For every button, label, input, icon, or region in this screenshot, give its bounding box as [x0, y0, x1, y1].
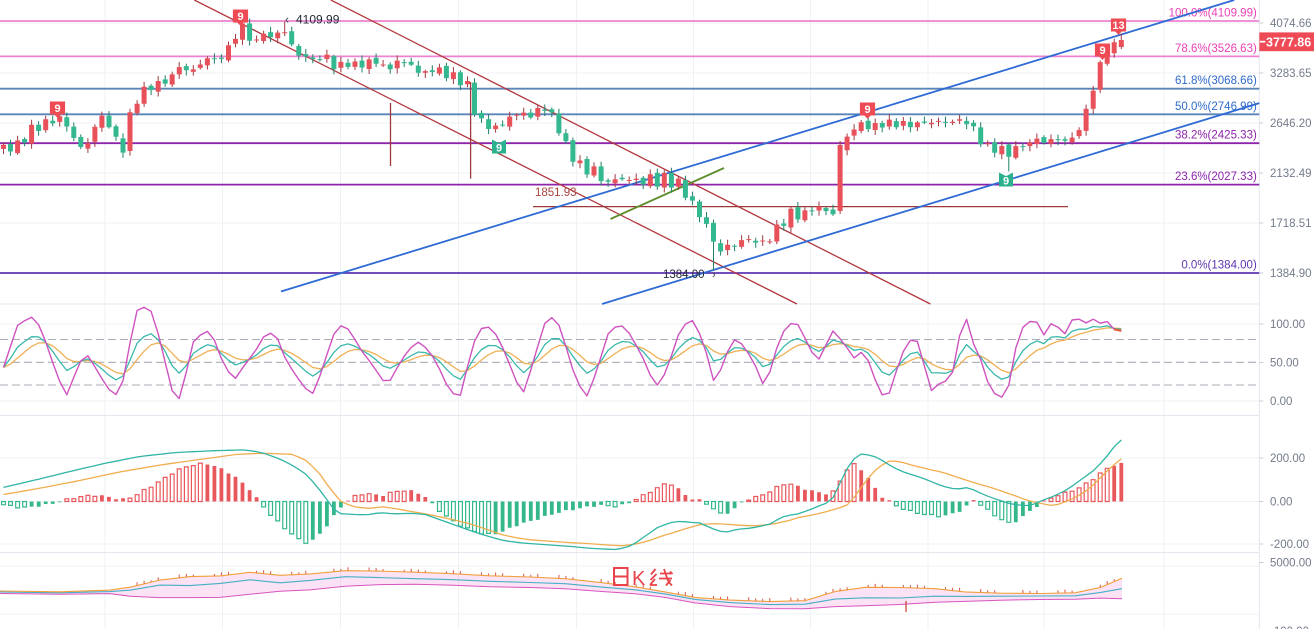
svg-text:›: ›: [712, 269, 716, 281]
svg-text:1851.93: 1851.93: [535, 187, 577, 199]
svg-text:50.00: 50.00: [1270, 358, 1299, 370]
svg-text:‹: ‹: [285, 13, 289, 27]
svg-text:1384.90: 1384.90: [1270, 268, 1312, 280]
svg-text:200.00: 200.00: [1270, 453, 1305, 465]
svg-text:1384.00: 1384.00: [663, 269, 705, 281]
svg-text:5000.00: 5000.00: [1270, 558, 1312, 570]
svg-text:2646.20: 2646.20: [1270, 118, 1312, 130]
svg-text:13: 13: [1112, 20, 1124, 32]
svg-text:4109.99: 4109.99: [296, 13, 340, 27]
svg-text:0.0%(1384.00): 0.0%(1384.00): [1181, 260, 1257, 272]
svg-text:23.6%(2027.33): 23.6%(2027.33): [1175, 171, 1257, 183]
svg-text:2132.49: 2132.49: [1270, 168, 1312, 180]
svg-text:3283.65: 3283.65: [1270, 68, 1312, 80]
svg-text:9: 9: [496, 142, 502, 154]
svg-text:K: K: [632, 568, 646, 590]
svg-text:9: 9: [54, 103, 60, 115]
svg-text:-200.00: -200.00: [1270, 539, 1309, 551]
svg-text:3777.86: 3777.86: [1266, 35, 1311, 49]
svg-text:0.00: 0.00: [1270, 396, 1292, 408]
svg-text:9: 9: [237, 11, 243, 23]
svg-text:78.6%(3526.63): 78.6%(3526.63): [1175, 43, 1257, 55]
svg-text:61.8%(3068.66): 61.8%(3068.66): [1175, 75, 1257, 87]
svg-text:100.00: 100.00: [1270, 319, 1305, 331]
svg-text:1718.51: 1718.51: [1270, 218, 1312, 230]
svg-text:9: 9: [1003, 175, 1009, 187]
svg-text:9: 9: [1099, 45, 1105, 57]
svg-text:38.2%(2425.33): 38.2%(2425.33): [1175, 130, 1257, 142]
svg-text:0.00: 0.00: [1270, 497, 1292, 509]
svg-text:100.0%(4109.99): 100.0%(4109.99): [1169, 8, 1257, 20]
svg-text:4074.66: 4074.66: [1270, 18, 1312, 30]
svg-text:9: 9: [864, 104, 870, 116]
